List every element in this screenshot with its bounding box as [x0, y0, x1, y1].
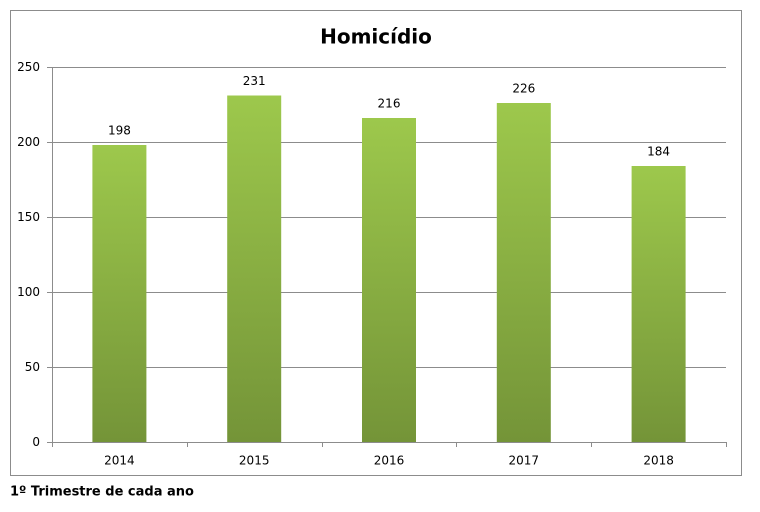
y-tick-label: 0 — [32, 435, 40, 449]
bar — [92, 145, 147, 442]
y-tick-label: 250 — [17, 60, 40, 74]
data-label: 216 — [378, 97, 401, 111]
bar — [496, 103, 551, 442]
x-tick-label: 2014 — [104, 454, 135, 468]
chart-title: Homicídio — [320, 25, 432, 49]
data-label: 184 — [647, 145, 670, 159]
x-tick-label: 2016 — [374, 454, 405, 468]
y-tick-label: 100 — [17, 285, 40, 299]
x-tick-label: 2017 — [509, 454, 540, 468]
bar — [631, 166, 686, 442]
bar — [227, 95, 282, 442]
data-label: 198 — [108, 124, 131, 138]
y-tick-label: 150 — [17, 210, 40, 224]
data-label: 226 — [512, 82, 535, 96]
bar — [362, 118, 416, 442]
y-tick-label: 200 — [17, 135, 40, 149]
x-tick-label: 2018 — [643, 454, 674, 468]
x-tick-label: 2015 — [239, 454, 270, 468]
data-label: 231 — [243, 74, 266, 88]
y-tick-label: 50 — [25, 360, 40, 374]
caption: 1º Trimestre de cada ano — [10, 485, 194, 500]
